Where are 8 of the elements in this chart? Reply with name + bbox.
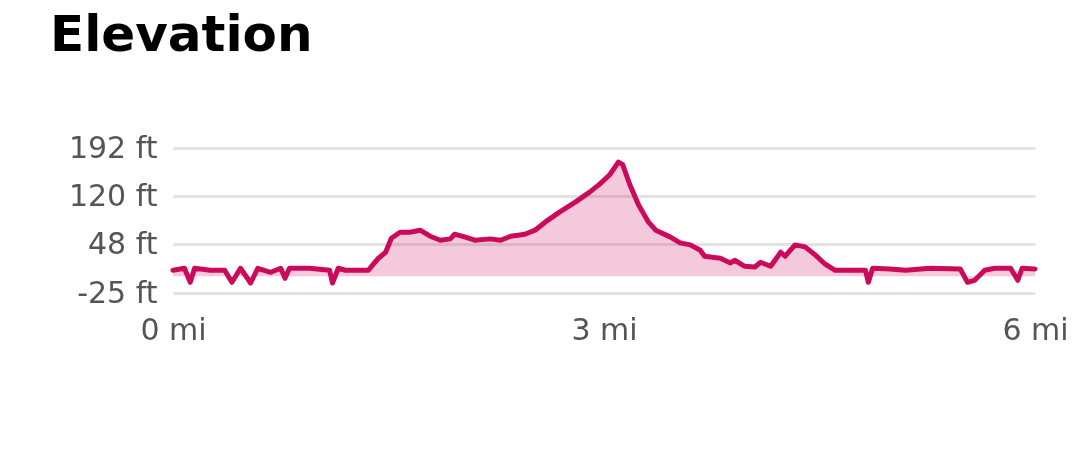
x-tick-label: 0 mi (140, 311, 207, 347)
y-tick-label: 120 ft (68, 177, 158, 213)
chart-title: Elevation (50, 5, 313, 63)
x-tick-label: 6 mi (1002, 311, 1069, 347)
y-tick-label: -25 ft (77, 274, 158, 310)
y-tick-label: 192 ft (68, 129, 158, 165)
y-tick-label: 48 ft (87, 225, 158, 261)
x-tick-label: 3 mi (571, 311, 638, 347)
